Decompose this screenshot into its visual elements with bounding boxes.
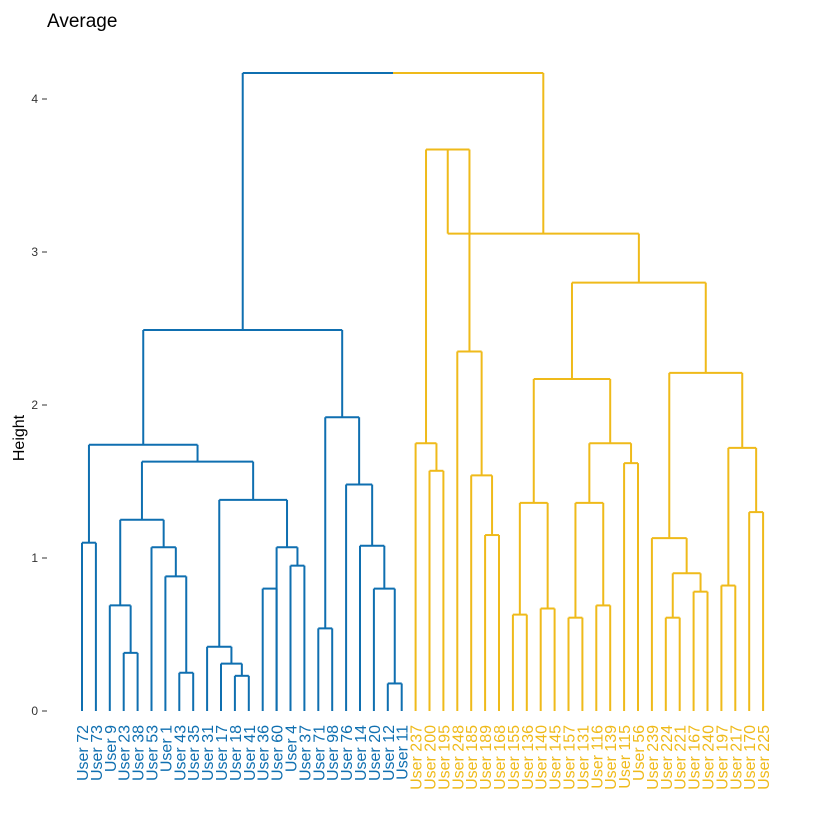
leaf-label: User 36 <box>256 725 273 781</box>
leaf-label: User 217 <box>728 725 745 790</box>
leaf-label: User 38 <box>131 725 148 781</box>
leaf-label: User 18 <box>228 725 245 781</box>
leaf-label: User 197 <box>714 725 731 790</box>
leaf-label: User 157 <box>562 725 579 790</box>
leaf-label: User 221 <box>673 725 690 790</box>
leaf-label: User 136 <box>520 725 537 790</box>
leaf-label: User 139 <box>603 725 620 790</box>
leaf-label: User 71 <box>311 725 328 781</box>
leaf-label: User 225 <box>756 725 773 790</box>
leaf-label: User 37 <box>297 725 314 781</box>
leaf-label: User 170 <box>742 725 759 790</box>
leaf-label: User 11 <box>395 725 412 780</box>
y-tick-label: 2 <box>31 398 38 412</box>
leaf-label: User 53 <box>145 725 162 781</box>
leaf-label: User 239 <box>645 725 662 790</box>
leaf-label: User 195 <box>436 725 453 790</box>
leaf-label: User 43 <box>172 725 189 781</box>
leaf-label: User 12 <box>381 725 398 781</box>
leaf-label: User 237 <box>409 725 426 790</box>
leaf-label: User 189 <box>478 725 495 790</box>
leaf-label: User 224 <box>659 725 676 790</box>
leaf-label: User 98 <box>325 725 342 781</box>
leaf-label: User 76 <box>339 725 356 781</box>
leaf-label: User 115 <box>617 725 634 789</box>
leaf-label: User 131 <box>575 725 592 790</box>
leaf-label: User 1 <box>158 725 175 772</box>
y-tick-label: 1 <box>31 551 38 565</box>
leaf-label: User 116 <box>589 725 606 789</box>
leaf-label: User 31 <box>200 725 217 781</box>
leaf-label: User 140 <box>534 725 551 790</box>
leaf-label: User 23 <box>117 725 134 781</box>
y-tick-label: 3 <box>31 245 38 259</box>
leaf-label: User 9 <box>103 725 120 772</box>
leaf-label: User 73 <box>89 725 106 781</box>
leaf-label: User 240 <box>701 725 718 790</box>
y-axis: 0 1 2 3 4 <box>31 92 47 718</box>
chart-title: Average <box>47 11 117 32</box>
leaf-label: User 4 <box>284 725 301 772</box>
y-tick-label: 0 <box>31 704 38 718</box>
dendrogram-links <box>81 71 765 711</box>
leaf-label: User 60 <box>270 725 287 781</box>
leaf-label: User 35 <box>186 725 203 781</box>
leaf-label: User 248 <box>450 725 467 790</box>
leaf-label: User 167 <box>687 725 704 790</box>
leaf-label: User 72 <box>75 725 92 781</box>
leaf-label: User 20 <box>367 725 384 781</box>
leaf-label: User 56 <box>631 725 648 781</box>
leaf-label: User 41 <box>242 725 259 781</box>
leaf-label: User 185 <box>464 725 481 790</box>
y-tick-label: 4 <box>31 92 38 106</box>
leaf-label: User 168 <box>492 725 509 790</box>
leaf-label: User 145 <box>548 725 565 790</box>
y-axis-label: Height <box>11 414 28 461</box>
leaf-label: User 14 <box>353 725 370 781</box>
leaf-label: User 155 <box>506 725 523 790</box>
leaf-label: User 200 <box>423 725 440 790</box>
leaf-label: User 17 <box>214 725 231 781</box>
